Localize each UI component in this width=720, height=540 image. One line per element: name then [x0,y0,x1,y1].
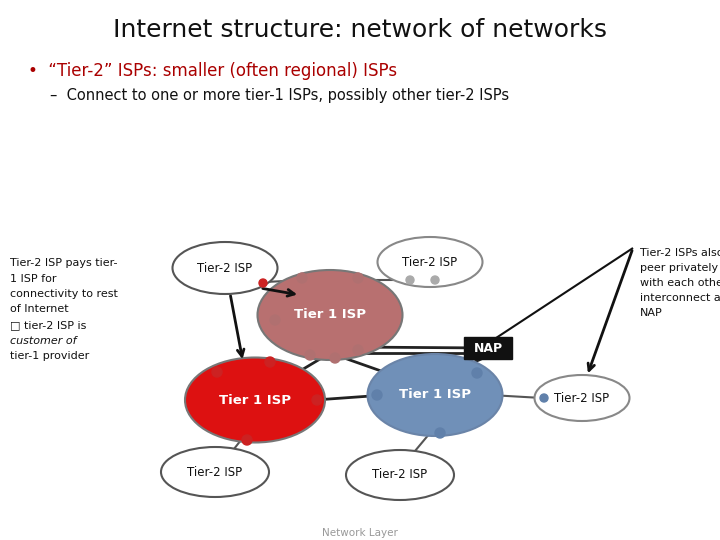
Text: connectivity to rest: connectivity to rest [10,289,118,299]
Text: peer privately: peer privately [640,263,718,273]
Text: of Internet: of Internet [10,305,68,314]
Text: Network Layer: Network Layer [322,528,398,538]
Ellipse shape [161,447,269,497]
Text: Tier-2 ISP: Tier-2 ISP [187,465,243,478]
Circle shape [305,350,315,360]
Text: Tier-2 ISPs also: Tier-2 ISPs also [640,248,720,258]
Text: Tier 1 ISP: Tier 1 ISP [219,394,291,407]
Circle shape [270,315,280,325]
Ellipse shape [185,357,325,442]
Text: –  Connect to one or more tier-1 ISPs, possibly other tier-2 ISPs: – Connect to one or more tier-1 ISPs, po… [50,88,509,103]
Text: interconnect at: interconnect at [640,293,720,303]
Text: NAP: NAP [474,341,503,354]
Circle shape [353,273,363,283]
Circle shape [265,357,275,367]
Text: Tier-2 ISP: Tier-2 ISP [554,392,610,404]
Ellipse shape [367,354,503,436]
Ellipse shape [534,375,629,421]
Text: Tier-2 ISP: Tier-2 ISP [402,255,458,268]
Text: NAP: NAP [640,308,662,318]
Text: with each other,: with each other, [640,278,720,288]
Text: Tier-2 ISP: Tier-2 ISP [197,261,253,274]
Circle shape [259,279,267,287]
Text: Internet structure: network of networks: Internet structure: network of networks [113,18,607,42]
Text: •  “Tier-2” ISPs: smaller (often regional) ISPs: • “Tier-2” ISPs: smaller (often regional… [28,62,397,80]
Ellipse shape [377,237,482,287]
Text: Tier-2 ISP: Tier-2 ISP [372,469,428,482]
Circle shape [431,276,439,284]
Text: customer of: customer of [10,335,76,346]
Text: Tier-2 ISP pays tier-: Tier-2 ISP pays tier- [10,258,117,268]
Ellipse shape [258,270,402,360]
Text: Tier 1 ISP: Tier 1 ISP [399,388,471,402]
Circle shape [472,368,482,378]
Circle shape [353,345,363,355]
Circle shape [540,394,548,402]
Ellipse shape [173,242,277,294]
Text: Tier 1 ISP: Tier 1 ISP [294,308,366,321]
Circle shape [297,273,307,283]
Text: □ tier-2 ISP is: □ tier-2 ISP is [10,320,86,330]
Circle shape [212,367,222,377]
FancyBboxPatch shape [464,337,512,359]
Circle shape [242,435,252,445]
Circle shape [312,395,322,405]
Ellipse shape [346,450,454,500]
Text: 1 ISP for: 1 ISP for [10,273,56,284]
Circle shape [406,276,414,284]
Circle shape [330,353,340,363]
Circle shape [435,428,445,438]
Circle shape [372,390,382,400]
Text: tier-1 provider: tier-1 provider [10,351,89,361]
